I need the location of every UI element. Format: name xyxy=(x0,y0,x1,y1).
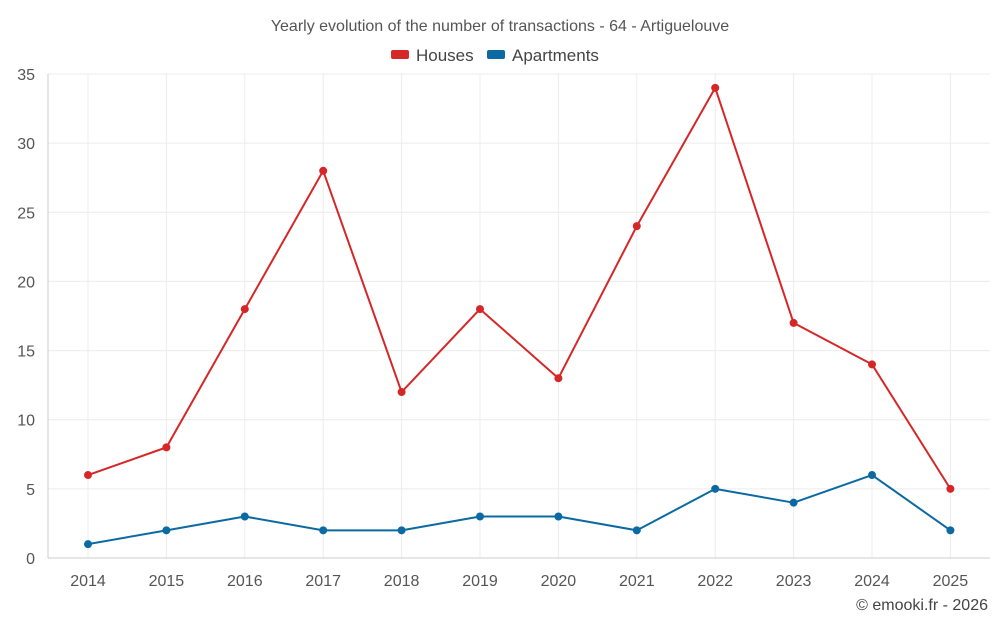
data-point-apartments xyxy=(946,526,955,535)
y-tick-label: 0 xyxy=(26,551,35,568)
y-tick-label: 15 xyxy=(17,344,35,361)
series xyxy=(84,83,955,549)
x-tick-label: 2023 xyxy=(776,573,812,590)
data-point-houses xyxy=(240,305,249,314)
data-point-houses xyxy=(789,318,798,327)
x-tick-label: 2022 xyxy=(697,573,733,590)
data-point-apartments xyxy=(319,526,328,535)
y-tick-label: 30 xyxy=(17,136,35,153)
series-line-apartments xyxy=(87,474,951,546)
data-point-apartments xyxy=(554,512,563,521)
legend-label-apartments: Apartments xyxy=(512,46,599,65)
x-tick-label: 2018 xyxy=(384,573,420,590)
data-point-houses xyxy=(946,484,955,493)
data-point-apartments xyxy=(632,526,641,535)
series-line-houses xyxy=(87,86,952,490)
y-tick-label: 20 xyxy=(17,274,35,291)
y-tick-label: 5 xyxy=(26,482,35,499)
x-tick-label: 2014 xyxy=(70,573,106,590)
data-point-houses xyxy=(868,360,876,369)
data-point-houses xyxy=(84,471,92,480)
data-point-apartments xyxy=(789,498,798,507)
data-point-apartments xyxy=(162,526,171,535)
data-point-apartments xyxy=(397,526,406,535)
legend-label-houses: Houses xyxy=(416,46,474,65)
chart-title: Yearly evolution of the number of transa… xyxy=(271,18,729,35)
x-tick-label: 2025 xyxy=(933,573,969,590)
x-tick-label: 2017 xyxy=(305,573,341,590)
data-point-apartments xyxy=(476,512,484,521)
data-point-houses xyxy=(397,388,406,397)
x-tick-label: 2024 xyxy=(854,573,890,590)
x-tick-label: 2016 xyxy=(227,573,263,590)
data-point-houses xyxy=(162,443,171,452)
legend-swatch-apartments xyxy=(487,50,505,59)
data-point-apartments xyxy=(868,471,876,480)
x-tick-label: 2015 xyxy=(149,573,185,590)
data-point-apartments xyxy=(84,540,92,549)
x-tick-label: 2019 xyxy=(462,573,498,590)
y-tick-label: 35 xyxy=(17,67,35,84)
x-tick-label: 2020 xyxy=(541,573,577,590)
data-point-houses xyxy=(319,166,328,175)
data-point-houses xyxy=(711,83,720,92)
y-tick-label: 25 xyxy=(17,205,35,222)
data-point-houses xyxy=(632,222,641,231)
data-point-apartments xyxy=(711,484,720,493)
credit-text: © emooki.fr - 2026 xyxy=(856,597,988,614)
legend-swatch-houses xyxy=(391,50,409,59)
y-tick-label: 10 xyxy=(17,413,35,430)
x-tick-label: 2021 xyxy=(619,573,655,590)
grid xyxy=(48,73,990,558)
data-point-houses xyxy=(476,305,484,314)
legend: Houses Apartments xyxy=(391,46,599,65)
data-point-apartments xyxy=(240,512,249,521)
data-point-houses xyxy=(554,374,563,383)
